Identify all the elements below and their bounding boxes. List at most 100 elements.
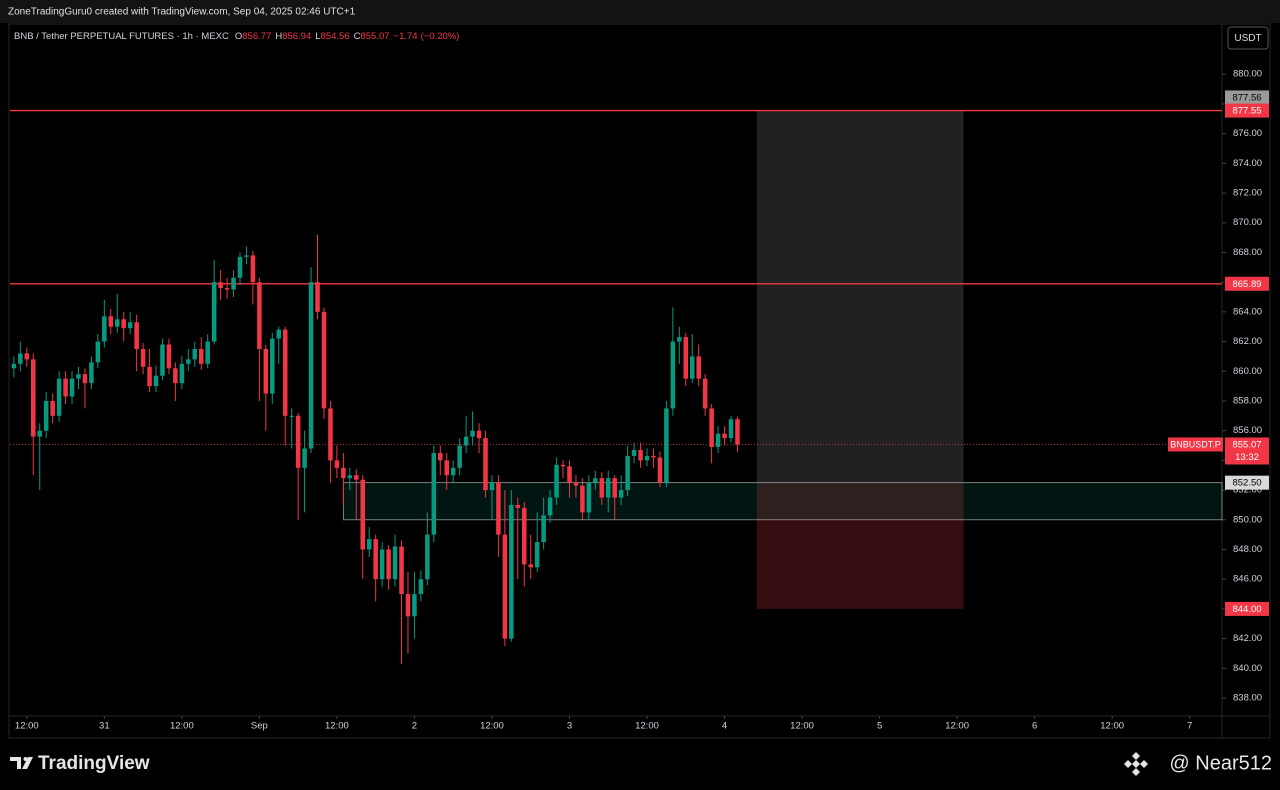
candle-body — [444, 460, 449, 476]
candle-body — [166, 344, 172, 369]
candle-body — [108, 316, 114, 327]
x-tick-label: 12:00 — [635, 721, 659, 732]
candle-body — [521, 507, 527, 565]
candle-body — [715, 433, 721, 448]
x-tick-label: 5 — [877, 721, 882, 732]
candle-body — [515, 504, 521, 508]
exchange-icon — [1124, 752, 1148, 776]
chart-frame — [8, 23, 1271, 739]
top-bar-text: ZoneTradingGuru0 created with TradingVie… — [8, 7, 356, 18]
candle-body — [82, 374, 88, 384]
candle-body — [599, 478, 605, 498]
currency-label[interactable]: USDT — [1234, 33, 1261, 44]
candle-body — [160, 344, 165, 376]
zone-label-box — [1225, 475, 1269, 490]
y-tick-label: 838.00 — [1233, 693, 1262, 704]
x-tick-label: 12:00 — [325, 721, 349, 732]
demand-zone — [342, 482, 1223, 521]
candle-body — [463, 436, 469, 446]
y-tick-label: 864.00 — [1233, 306, 1262, 317]
candle-body — [412, 594, 417, 617]
candle-body — [670, 341, 676, 409]
candle-body — [30, 359, 36, 437]
candle-body — [192, 348, 198, 360]
candle-body — [554, 464, 559, 498]
candle-body — [18, 353, 23, 364]
y-tick-label: 848.00 — [1233, 544, 1262, 555]
candle-body — [360, 479, 366, 550]
candle-body — [528, 564, 533, 568]
level-label-box — [1225, 276, 1269, 291]
candle-body — [605, 478, 611, 498]
top-bar — [0, 0, 1280, 23]
candle-body — [147, 366, 152, 387]
x-tick-label: 4 — [722, 721, 727, 732]
candle-body — [735, 419, 740, 445]
level-label-box — [1225, 103, 1269, 118]
x-tick-label: 31 — [99, 721, 110, 732]
candle-body — [121, 319, 126, 329]
candle-body — [102, 316, 107, 342]
candle-body — [114, 319, 120, 327]
x-tick-label: Sep — [251, 721, 268, 732]
candle-body — [683, 337, 689, 379]
candle-body — [625, 455, 630, 491]
currency-button[interactable] — [1227, 26, 1269, 50]
candle-body — [321, 311, 327, 409]
candle-body — [547, 497, 553, 516]
candle-body — [489, 482, 495, 491]
candle-body — [580, 485, 585, 513]
candle-body — [250, 255, 256, 283]
candle-body — [664, 408, 669, 483]
target-area — [756, 110, 964, 483]
candle-body — [308, 282, 314, 449]
candle-body — [476, 430, 482, 439]
price-tag: 855.07 — [1232, 440, 1261, 451]
candle-body — [612, 478, 617, 498]
candle-body — [502, 534, 508, 639]
candle-body — [702, 378, 708, 409]
candle-body — [205, 341, 210, 364]
candle-body — [418, 579, 424, 595]
candle-body — [541, 515, 546, 543]
y-tick-label: 860.00 — [1233, 366, 1262, 377]
y-tick-label: 842.00 — [1233, 633, 1262, 644]
candle-body — [560, 464, 566, 467]
ohlc-value: 854.56 — [321, 31, 350, 42]
change-pct: (−0.20%) — [421, 31, 460, 42]
symbol-title: BNB / Tether PERPETUAL FUTURES · 1h · ME… — [14, 31, 229, 42]
ohlc-key: H — [275, 31, 282, 42]
candle-body — [43, 400, 49, 431]
candle-body — [89, 362, 94, 384]
candle-body — [257, 282, 262, 349]
candle-body — [593, 478, 598, 483]
candle-body — [334, 460, 340, 468]
diamond-icon — [1124, 752, 1148, 776]
x-tick-label: 12:00 — [945, 721, 969, 732]
candle-body — [457, 445, 462, 468]
x-tick-label: 12:00 — [1100, 721, 1124, 732]
y-tick-label: 880.00 — [1233, 69, 1262, 80]
stop-label-box — [1225, 601, 1269, 616]
candle-body — [450, 467, 456, 476]
y-tick-label: 870.00 — [1233, 217, 1262, 228]
candle-body — [567, 466, 572, 483]
chart-header: BNB / Tether PERPETUAL FUTURES · 1h · ME… — [14, 31, 459, 42]
x-tick-label: 2 — [412, 721, 417, 732]
candle-body — [709, 408, 714, 448]
candle-body — [244, 255, 249, 257]
candle-body — [63, 378, 68, 397]
x-tick-label: 12:00 — [15, 721, 39, 732]
candle-body — [282, 329, 288, 416]
candle-body — [392, 546, 398, 580]
candle-body — [405, 594, 411, 617]
x-tick-label: 12:00 — [480, 721, 504, 732]
candle-body — [438, 452, 443, 461]
candle-body — [173, 368, 178, 384]
candle-body — [95, 341, 101, 363]
candle-body — [386, 549, 391, 580]
candle-body — [431, 452, 437, 535]
candle-body — [140, 348, 146, 367]
x-tick-label: 3 — [567, 721, 572, 732]
